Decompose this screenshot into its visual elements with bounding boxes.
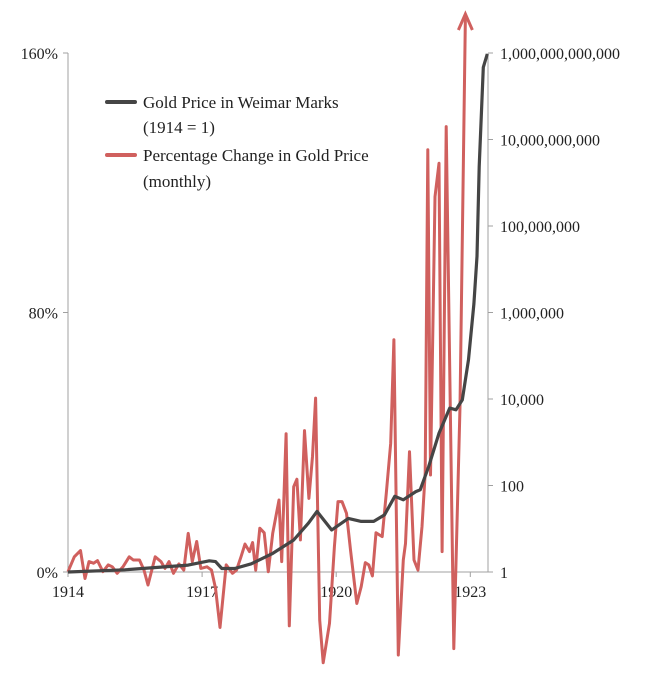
x-axis-tick-label: 1917: [186, 584, 218, 601]
series-line-gold-price: [67, 53, 489, 574]
x-axis-tick-label: 1920: [320, 584, 352, 601]
x-axis-tick-label: 1923: [454, 584, 486, 601]
right-axis-tick-label: 100: [500, 479, 524, 496]
offscale-arrow-icon: [457, 10, 474, 31]
left-axis-tick-label: 80%: [29, 306, 58, 323]
legend-label-gold-price-line2: (1914 = 1): [143, 118, 215, 137]
axes: 0% 80% 160% 1 100 10,000 1,000,000 100,000,000 1…: [21, 46, 620, 601]
legend-label-percentage-change: Percentage Change in Gold Price: [143, 146, 369, 165]
right-axis-tick-label: 10,000,000,000: [500, 133, 600, 150]
legend-label-percentage-change-line2: (monthly): [143, 172, 211, 191]
right-axis-tick-label: 100,000,000: [500, 219, 580, 236]
right-axis-tick-label: 1,000,000: [500, 306, 564, 323]
right-axis-tick-label: 10,000: [500, 392, 544, 409]
left-axis-tick-label: 0%: [37, 565, 58, 582]
legend-label-gold-price: Gold Price in Weimar Marks: [143, 93, 339, 112]
x-axis-tick-label: 1914: [52, 584, 84, 601]
series-line-percentage-change: [66, 15, 467, 665]
series-layer: [66, 10, 489, 665]
right-axis-tick-label: 1,000,000,000,000: [500, 46, 620, 63]
right-axis-tick-label: 1: [500, 565, 508, 582]
legend: Gold Price in Weimar Marks (1914 = 1) Pe…: [105, 93, 369, 191]
left-axis-tick-label: 160%: [21, 46, 58, 63]
